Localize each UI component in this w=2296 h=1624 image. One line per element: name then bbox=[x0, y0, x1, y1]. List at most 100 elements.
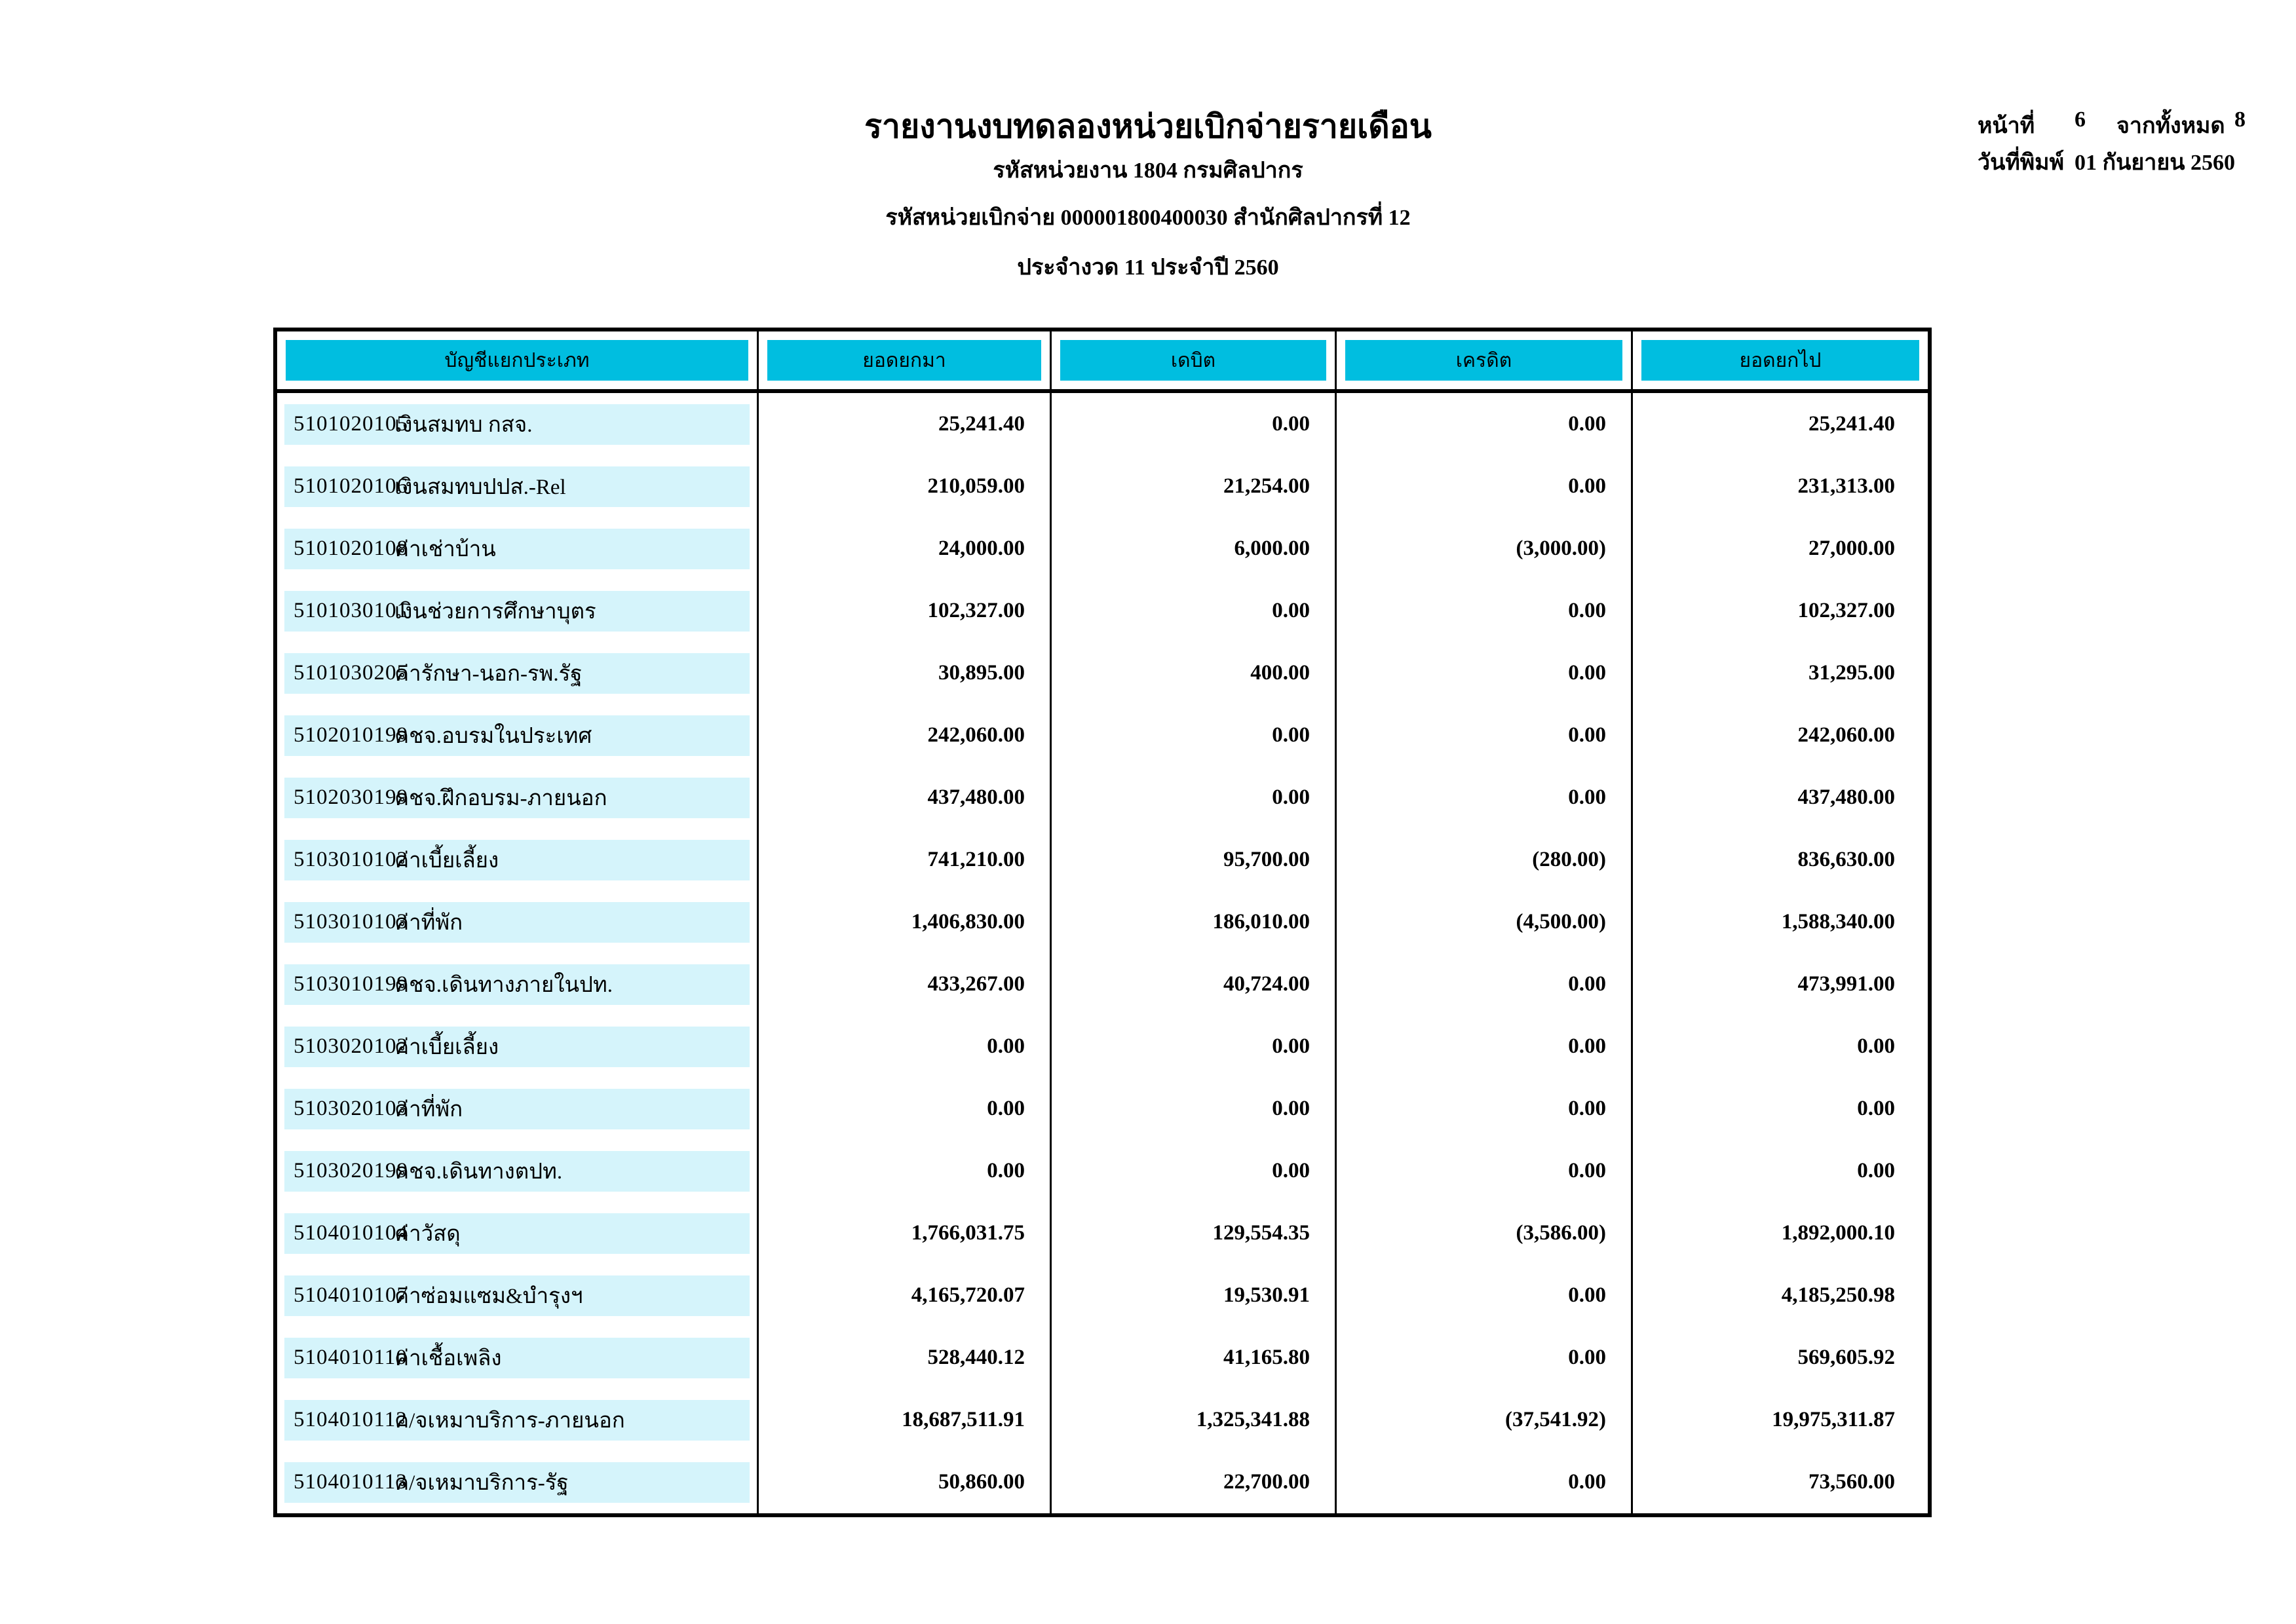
credit-cell: 0.00 bbox=[1335, 580, 1631, 642]
debit-cell: 6,000.00 bbox=[1050, 518, 1335, 580]
amount-value: (280.00) bbox=[1532, 848, 1606, 871]
amount-value: 0.00 bbox=[1568, 723, 1606, 747]
account-name: เงินช่วยการศึกษาบุตร bbox=[394, 600, 596, 624]
column-header-band: เดบิต bbox=[1060, 340, 1326, 381]
amount-value: 27,000.00 bbox=[1808, 537, 1895, 560]
column-header-band: เครดิต bbox=[1345, 340, 1622, 381]
credit-cell: 0.00 bbox=[1335, 642, 1631, 704]
balance-forward-cell: 102,327.00 bbox=[757, 580, 1050, 642]
account-name: ค/จเหมาบริการ-รัฐ bbox=[394, 1471, 569, 1495]
balance-forward-cell: 25,241.40 bbox=[757, 393, 1050, 455]
table-row: 5104010113 ค/จเหมาบริการ-รัฐ 50,860.00 22,7… bbox=[277, 1451, 1928, 1513]
account-name: เงินสมทบปปส.-Rel bbox=[394, 476, 566, 499]
amount-value: 0.00 bbox=[1272, 785, 1310, 809]
amount-value: 437,480.00 bbox=[1797, 785, 1896, 809]
account-code: 5103010199 bbox=[294, 972, 408, 996]
balance-carried-cell: 231,313.00 bbox=[1631, 455, 1928, 518]
column-header-credit: เครดิต bbox=[1335, 331, 1631, 389]
debit-cell: 19,530.91 bbox=[1050, 1264, 1335, 1327]
account-band: 5103020103 ค่าที่พัก bbox=[284, 1088, 750, 1129]
amount-value: 400.00 bbox=[1250, 661, 1310, 685]
account-code: 5101030101 bbox=[294, 599, 408, 622]
amount-value: 0.00 bbox=[1568, 1159, 1606, 1182]
account-cell: 5101020106 เงินสมทบปปส.-Rel bbox=[277, 455, 757, 518]
print-date-label: วันที่พิมพ์ bbox=[1978, 151, 2064, 175]
amount-value: 433,267.00 bbox=[927, 972, 1025, 996]
account-cell: 5103010103 ค่าที่พัก bbox=[277, 891, 757, 953]
credit-cell: (3,000.00) bbox=[1335, 518, 1631, 580]
amount-value: 836,630.00 bbox=[1797, 848, 1896, 871]
amount-value: 0.00 bbox=[987, 1097, 1025, 1120]
account-code: 5103010102 bbox=[294, 848, 408, 871]
balance-carried-cell: 25,241.40 bbox=[1631, 393, 1928, 455]
report-title: รายงานงบทดลองหน่วยเบิกจ่ายรายเดือน bbox=[864, 108, 1432, 145]
table-row: 5102010199 คชจ.อบรมในประเทศ 242,060.00 0.00… bbox=[277, 704, 1928, 766]
debit-cell: 0.00 bbox=[1050, 704, 1335, 766]
balance-forward-cell: 242,060.00 bbox=[757, 704, 1050, 766]
amount-value: 40,724.00 bbox=[1223, 972, 1310, 996]
table-row: 5101030101 เงินช่วยการศึกษาบุตร 102,327.00… bbox=[277, 580, 1928, 642]
amount-value: 0.00 bbox=[987, 1034, 1025, 1058]
amount-value: 0.00 bbox=[1568, 474, 1606, 498]
debit-cell: 0.00 bbox=[1050, 766, 1335, 829]
account-band: 5104010107 ค่าซ่อมแซม&บำรุงฯ bbox=[284, 1275, 750, 1316]
credit-cell: 0.00 bbox=[1335, 766, 1631, 829]
period-line: ประจำงวด 11 ประจำปี 2560 bbox=[1017, 255, 1279, 280]
account-name: ค่าซ่อมแซม&บำรุงฯ bbox=[394, 1285, 583, 1308]
account-cell: 5103010199 คชจ.เดินทางภายในปท. bbox=[277, 953, 757, 1015]
column-header-band: ยอดยกไป bbox=[1641, 340, 1919, 381]
balance-carried-cell: 31,295.00 bbox=[1631, 642, 1928, 704]
amount-value: 41,165.80 bbox=[1223, 1346, 1310, 1369]
table-row: 5101020106 เงินสมทบปปส.-Rel 210,059.00 21,2… bbox=[277, 455, 1928, 518]
column-header-balance-carried: ยอดยกไป bbox=[1631, 331, 1928, 389]
account-cell: 5101020105 เงินสมทบ กสจ. bbox=[277, 393, 757, 455]
balance-forward-cell: 528,440.12 bbox=[757, 1327, 1050, 1389]
table-row: 5102030199 คชจ.ฝึกอบรม-ภายนอก 437,480.00 0.… bbox=[277, 766, 1928, 829]
amount-value: 22,700.00 bbox=[1223, 1470, 1310, 1494]
amount-value: 73,560.00 bbox=[1808, 1470, 1895, 1494]
account-name: ค่ารักษา-นอก-รพ.รัฐ bbox=[394, 662, 583, 686]
account-band: 5101030101 เงินช่วยการศึกษาบุตร bbox=[284, 590, 750, 632]
column-header-balance-forward: ยอดยกมา bbox=[757, 331, 1050, 389]
amount-value: 0.00 bbox=[1568, 1283, 1606, 1307]
table-row: 5103020102 ค่าเบี้ยเลี้ยง 0.00 0.00 0.00 0.00 bbox=[277, 1015, 1928, 1078]
account-cell: 5104010110 ค่าเชื้อเพลิง bbox=[277, 1327, 757, 1389]
amount-value: 19,530.91 bbox=[1223, 1283, 1310, 1307]
table-row: 5104010110 ค่าเชื้อเพลิง 528,440.12 41,165.… bbox=[277, 1327, 1928, 1389]
account-code: 5104010107 bbox=[294, 1283, 408, 1307]
account-code: 5102010199 bbox=[294, 723, 408, 747]
debit-cell: 0.00 bbox=[1050, 1140, 1335, 1202]
amount-value: 0.00 bbox=[1568, 661, 1606, 685]
balance-forward-cell: 0.00 bbox=[757, 1078, 1050, 1140]
account-cell: 5104010107 ค่าซ่อมแซม&บำรุงฯ bbox=[277, 1264, 757, 1327]
amount-value: 102,327.00 bbox=[927, 599, 1025, 622]
balance-carried-cell: 4,185,250.98 bbox=[1631, 1264, 1928, 1327]
account-band: 5101020106 เงินสมทบปปส.-Rel bbox=[284, 466, 750, 507]
amount-value: 25,241.40 bbox=[1808, 412, 1895, 436]
total-pages: 8 bbox=[2234, 107, 2246, 132]
table-row: 5104010107 ค่าซ่อมแซม&บำรุงฯ 4,165,720.07 1… bbox=[277, 1264, 1928, 1327]
account-band: 5103010102 ค่าเบี้ยเลี้ยง bbox=[284, 839, 750, 880]
amount-value: 437,480.00 bbox=[927, 785, 1025, 809]
account-name: ค่าวัสดุ bbox=[394, 1222, 461, 1246]
account-name: ค/จเหมาบริการ-ภายนอก bbox=[394, 1409, 625, 1433]
account-name: ค่าเบี้ยเลี้ยง bbox=[394, 1036, 499, 1059]
account-code: 5101020106 bbox=[294, 474, 408, 498]
amount-value: 0.00 bbox=[1857, 1097, 1895, 1120]
amount-value: 0.00 bbox=[1568, 1097, 1606, 1120]
balance-forward-cell: 30,895.00 bbox=[757, 642, 1050, 704]
amount-value: 210,059.00 bbox=[927, 474, 1025, 498]
amount-value: 0.00 bbox=[1857, 1034, 1895, 1058]
column-header-debit: เดบิต bbox=[1050, 331, 1335, 389]
credit-cell: (4,500.00) bbox=[1335, 891, 1631, 953]
account-band: 5103010199 คชจ.เดินทางภายในปท. bbox=[284, 964, 750, 1005]
amount-value: 95,700.00 bbox=[1223, 848, 1310, 871]
account-name: คชจ.อบรมในประเทศ bbox=[394, 725, 592, 748]
account-band: 5104010113 ค/จเหมาบริการ-รัฐ bbox=[284, 1462, 750, 1503]
debit-cell: 40,724.00 bbox=[1050, 953, 1335, 1015]
credit-cell: 0.00 bbox=[1335, 704, 1631, 766]
account-name: ค่าเช่าบ้าน bbox=[394, 538, 496, 561]
account-band: 5101030205 ค่ารักษา-นอก-รพ.รัฐ bbox=[284, 652, 750, 694]
disbursement-unit-line: รหัสหน่วยเบิกจ่าย 000001800400030 สำนักศ… bbox=[885, 206, 1411, 230]
